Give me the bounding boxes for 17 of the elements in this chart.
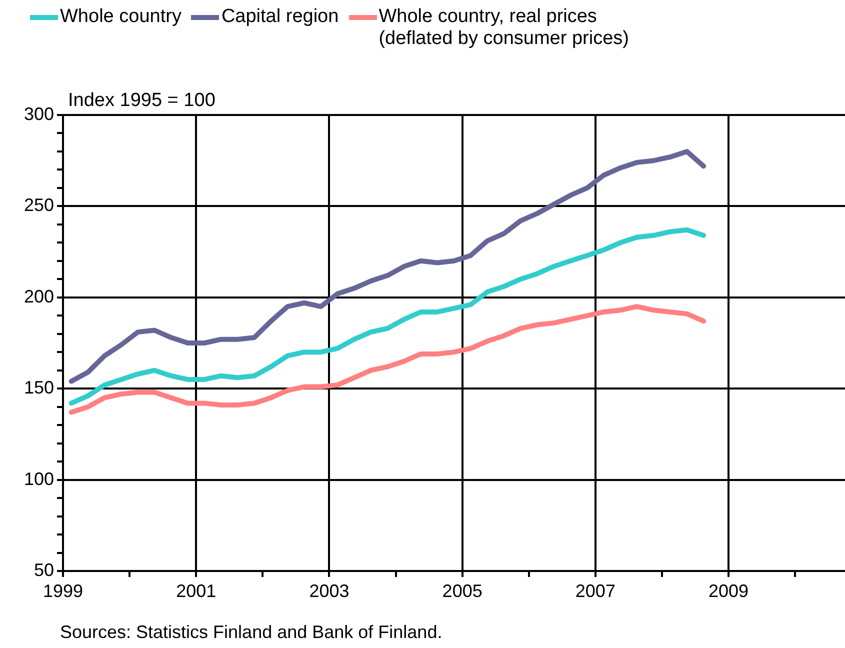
legend-label: Whole country, real prices (deflated by consumer prices) xyxy=(378,6,630,50)
x-tick-label: 2005 xyxy=(442,580,482,601)
y-tick-label: 150 xyxy=(24,378,54,398)
x-tick-label: 1999 xyxy=(42,580,84,601)
y-axis-title: Index 1995 = 100 xyxy=(68,90,216,112)
x-tick-label: 2001 xyxy=(176,580,216,601)
x-tick-label: 2007 xyxy=(575,580,616,601)
source-note: Sources: Statistics Finland and Bank of Finland. xyxy=(60,622,442,643)
x-tick-label: 2003 xyxy=(309,580,350,601)
x-tick-label: 2009 xyxy=(708,580,749,601)
y-tick-label: 200 xyxy=(24,286,54,306)
y-tick-label: 50 xyxy=(34,560,54,580)
legend-label: Capital region xyxy=(221,6,339,28)
legend-label: Whole country xyxy=(60,6,182,28)
y-tick-label: 100 xyxy=(24,468,54,489)
y-tick-label: 300 xyxy=(24,104,54,124)
y-tick-label: 250 xyxy=(24,195,54,216)
